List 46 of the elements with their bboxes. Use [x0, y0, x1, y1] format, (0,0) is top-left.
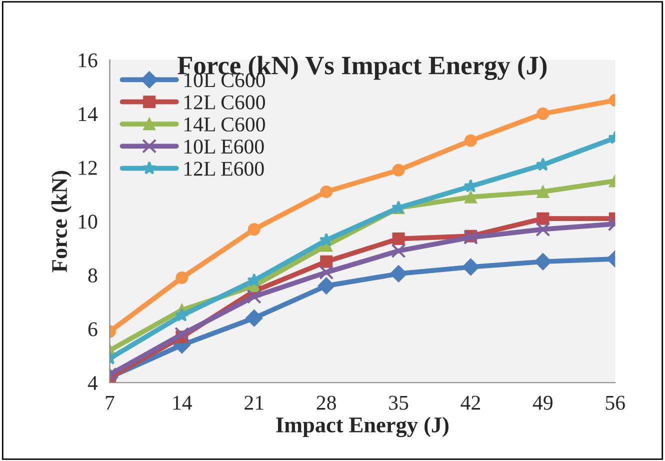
y-tick-label: 12 [78, 160, 97, 175]
x-tick-label: 14 [173, 396, 192, 410]
x-tick-label: 21 [244, 396, 264, 410]
point [174, 308, 189, 322]
x-tick-label: 35 [389, 396, 408, 410]
point [176, 272, 188, 284]
point [246, 289, 262, 304]
legend-label: 14L C600 [184, 117, 265, 132]
legend-label: 12L E600 [184, 162, 264, 176]
point [318, 277, 335, 294]
legend-label: 10L E600 [184, 140, 264, 154]
point [392, 232, 405, 246]
point [392, 164, 405, 176]
point [320, 185, 333, 198]
point [464, 134, 477, 147]
x-axis-title: Impact Energy (J) [276, 416, 448, 438]
point [464, 190, 477, 204]
point [463, 230, 478, 245]
x-tick-label: 7 [106, 396, 114, 410]
point [536, 185, 550, 198]
point [536, 222, 550, 237]
point [319, 265, 334, 280]
point [391, 244, 406, 258]
point [248, 223, 260, 236]
point [536, 158, 550, 171]
x-tick-label: 28 [316, 396, 336, 410]
y-axis-title: Force (kN) [51, 170, 72, 272]
point [174, 326, 190, 342]
point [536, 212, 550, 225]
y-tick-label: 10 [78, 214, 98, 229]
point [246, 310, 263, 327]
y-tick-label: 14 [78, 107, 98, 121]
y-tick-label: 6 [88, 322, 98, 336]
point [536, 107, 550, 120]
point [390, 265, 408, 282]
point [462, 258, 480, 276]
y-tick-label: 8 [88, 268, 98, 282]
point [247, 273, 262, 287]
point [320, 255, 333, 268]
x-tick-label: 56 [606, 396, 625, 410]
y-tick-label: 16 [78, 53, 98, 68]
x-tick-label: 42 [460, 396, 480, 410]
point [534, 253, 552, 270]
legend-label: 12L C600 [184, 95, 265, 110]
y-tick-label: 4 [88, 376, 98, 390]
x-tick-label: 49 [532, 396, 552, 410]
